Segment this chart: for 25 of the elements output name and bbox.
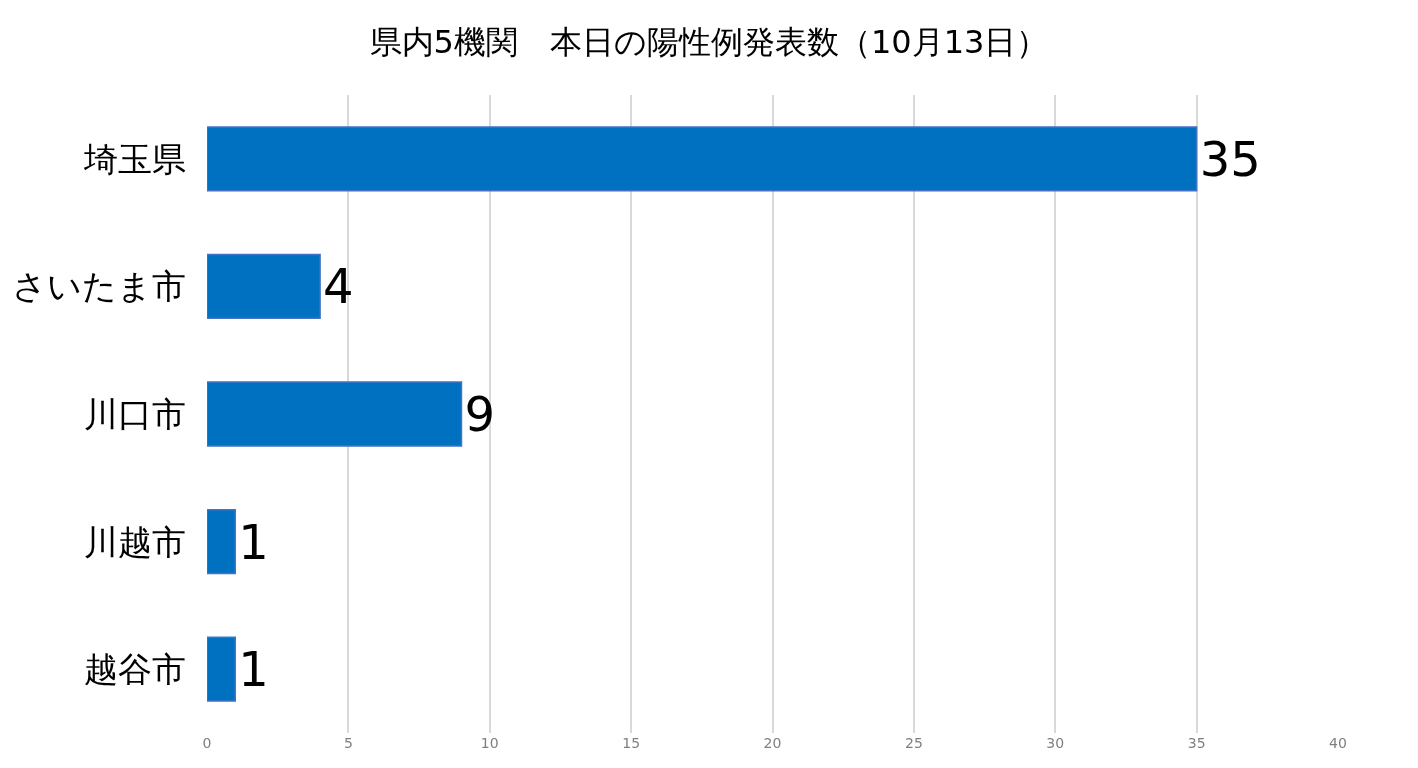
x-tick-label: 25 — [904, 735, 923, 751]
bar — [207, 126, 1198, 192]
data-label: 1 — [238, 641, 269, 698]
y-tick-label: 川口市 — [84, 393, 186, 434]
data-label: 4 — [323, 258, 354, 315]
x-tick-label: 30 — [1046, 735, 1065, 751]
chart-title: 県内5機関 本日の陽性例発表数（10月13日） — [369, 23, 1049, 62]
y-tick-label: 川越市 — [84, 521, 186, 562]
bar — [207, 636, 237, 702]
y-tick-label: さいたま市 — [12, 266, 186, 307]
x-tick-label: 5 — [343, 735, 353, 751]
x-tick-label: 10 — [480, 735, 499, 751]
data-label: 35 — [1199, 130, 1261, 187]
y-tick-label: 埼玉県 — [83, 138, 186, 179]
x-tick-label: 20 — [763, 735, 782, 751]
data-label: 1 — [238, 513, 269, 570]
bar — [207, 381, 463, 447]
y-tick-label: 越谷市 — [84, 649, 186, 690]
x-tick-label: 40 — [1329, 735, 1347, 751]
bar — [207, 508, 237, 575]
x-tick-label: 15 — [622, 735, 641, 751]
bar — [207, 253, 321, 320]
x-tick-label: 35 — [1187, 735, 1206, 751]
x-tick-label: 0 — [202, 735, 212, 751]
data-label: 9 — [464, 386, 496, 442]
